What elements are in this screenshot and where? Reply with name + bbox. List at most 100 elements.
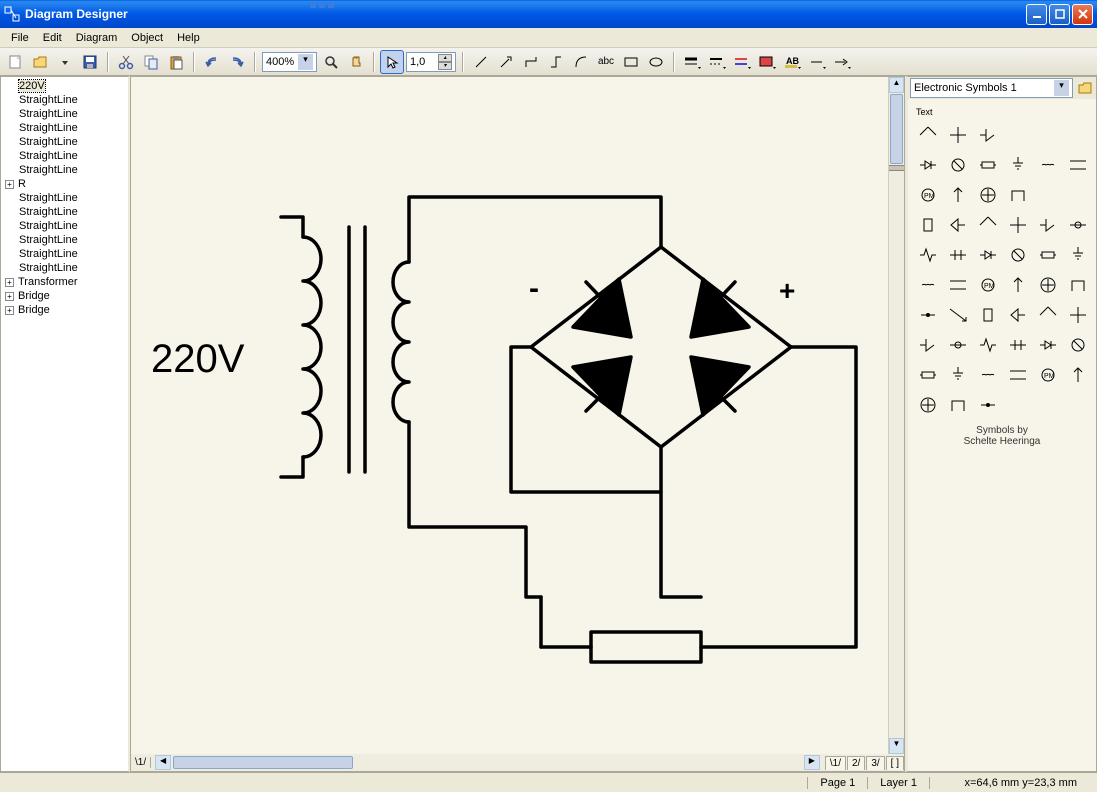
spin-down-icon[interactable]: ▾ [438,62,452,70]
menu-edit[interactable]: Edit [36,30,69,46]
connector2-button[interactable] [545,51,567,73]
scroll-thumb[interactable] [890,94,903,164]
palette-symbol[interactable] [1006,335,1030,355]
palette-symbol[interactable] [946,215,970,235]
palette-symbol[interactable] [916,155,940,175]
tree-item[interactable]: StraightLine [1,93,128,107]
rect-tool-button[interactable] [620,51,642,73]
save-button[interactable] [79,51,101,73]
tree-item[interactable]: StraightLine [1,219,128,233]
palette-symbol[interactable] [916,275,940,295]
palette-symbol[interactable] [976,125,1000,145]
linecolor-button[interactable] [731,51,753,73]
palette-open-button[interactable] [1076,79,1094,97]
palette-symbol[interactable] [1036,275,1060,295]
lineweight-button[interactable] [681,51,703,73]
palette-body[interactable]: Text PMPMPM Symbols by Schelte Heeringa [908,99,1096,771]
scroll-up-button[interactable]: ▲ [889,77,904,93]
curve-tool-button[interactable] [570,51,592,73]
select-tool-button[interactable] [381,51,403,73]
zoom-tool-button[interactable] [320,51,342,73]
palette-symbol[interactable] [1066,245,1090,265]
tree-item[interactable]: StraightLine [1,149,128,163]
palette-symbol[interactable] [976,305,1000,325]
copy-button[interactable] [140,51,162,73]
page-tab-3[interactable]: 3/ [866,756,884,770]
palette-symbol[interactable]: PM [916,185,940,205]
palette-symbol[interactable] [1036,245,1060,265]
expand-icon[interactable]: + [5,278,14,287]
tree-item[interactable]: +Bridge [1,289,128,303]
tree-item[interactable]: StraightLine [1,233,128,247]
palette-symbol[interactable] [1036,305,1060,325]
scroll-right-button[interactable]: ▶ [804,755,820,770]
menu-object[interactable]: Object [124,30,170,46]
palette-symbol[interactable] [1006,215,1030,235]
palette-symbol[interactable] [976,335,1000,355]
palette-symbol[interactable] [1006,245,1030,265]
palette-symbol[interactable] [1006,185,1030,205]
expand-icon[interactable]: + [5,180,14,189]
palette-symbol[interactable] [916,245,940,265]
scroll-left-button[interactable]: ◀ [155,755,171,770]
open-button[interactable] [29,51,51,73]
palette-symbol[interactable]: PM [976,275,1000,295]
palette-symbol[interactable] [1066,365,1090,385]
paste-button[interactable] [165,51,187,73]
palette-symbol[interactable] [1006,155,1030,175]
page-tab-new[interactable]: [ ] [886,756,904,770]
palette-symbol[interactable] [946,335,970,355]
palette-symbol[interactable] [1066,155,1090,175]
text-tool-button[interactable]: abc [595,51,617,73]
object-tree[interactable]: 220VStraightLineStraightLineStraightLine… [0,76,130,772]
palette-symbol[interactable] [946,305,970,325]
menu-diagram[interactable]: Diagram [69,30,125,46]
menu-file[interactable]: File [4,30,36,46]
arrow-end-button[interactable] [831,51,853,73]
menu-help[interactable]: Help [170,30,207,46]
tree-item[interactable]: StraightLine [1,121,128,135]
cut-button[interactable] [115,51,137,73]
palette-symbol[interactable] [1036,335,1060,355]
palette-symbol[interactable] [976,395,1000,415]
palette-symbol[interactable] [1006,365,1030,385]
hscroll-thumb[interactable] [173,756,353,769]
ellipse-tool-button[interactable] [645,51,667,73]
tree-item[interactable]: +R [1,177,128,191]
palette-symbol[interactable] [976,155,1000,175]
new-button[interactable] [4,51,26,73]
palette-symbol[interactable] [1066,305,1090,325]
canvas[interactable]: 220V - + [131,77,888,754]
redo-button[interactable] [226,51,248,73]
palette-symbol[interactable] [916,305,940,325]
palette-symbol[interactable]: PM [1036,365,1060,385]
palette-symbol[interactable] [916,365,940,385]
maximize-button[interactable] [1049,4,1070,25]
page-tab-1[interactable]: \1/ [825,756,846,770]
palette-symbol[interactable] [916,395,940,415]
spin-up-icon[interactable]: ▴ [438,54,452,62]
palette-symbol[interactable] [916,335,940,355]
layer-tab[interactable]: \1/ [131,757,151,768]
open-dd-button[interactable] [54,51,76,73]
tree-item[interactable]: 220V [1,79,128,93]
undo-button[interactable] [201,51,223,73]
palette-symbol[interactable] [916,215,940,235]
palette-symbol[interactable] [1066,215,1090,235]
close-button[interactable] [1072,4,1093,25]
tree-item[interactable]: StraightLine [1,261,128,275]
palette-symbol[interactable] [976,215,1000,235]
palette-symbol[interactable] [1036,215,1060,235]
arrow-start-button[interactable] [806,51,828,73]
palette-symbol[interactable] [1066,275,1090,295]
page-tab-2[interactable]: 2/ [847,756,865,770]
horizontal-scrollbar[interactable]: ◀ ▶ [155,755,820,770]
palette-symbol[interactable] [946,185,970,205]
palette-symbol[interactable] [1006,305,1030,325]
zoom-select[interactable]: 400% ▾ [262,52,317,72]
linewidth-spinner[interactable]: 1,0 ▴▾ [406,52,456,72]
palette-symbol[interactable] [946,245,970,265]
palette-symbol[interactable] [946,125,970,145]
palette-symbol[interactable] [946,155,970,175]
tree-item[interactable]: StraightLine [1,135,128,149]
